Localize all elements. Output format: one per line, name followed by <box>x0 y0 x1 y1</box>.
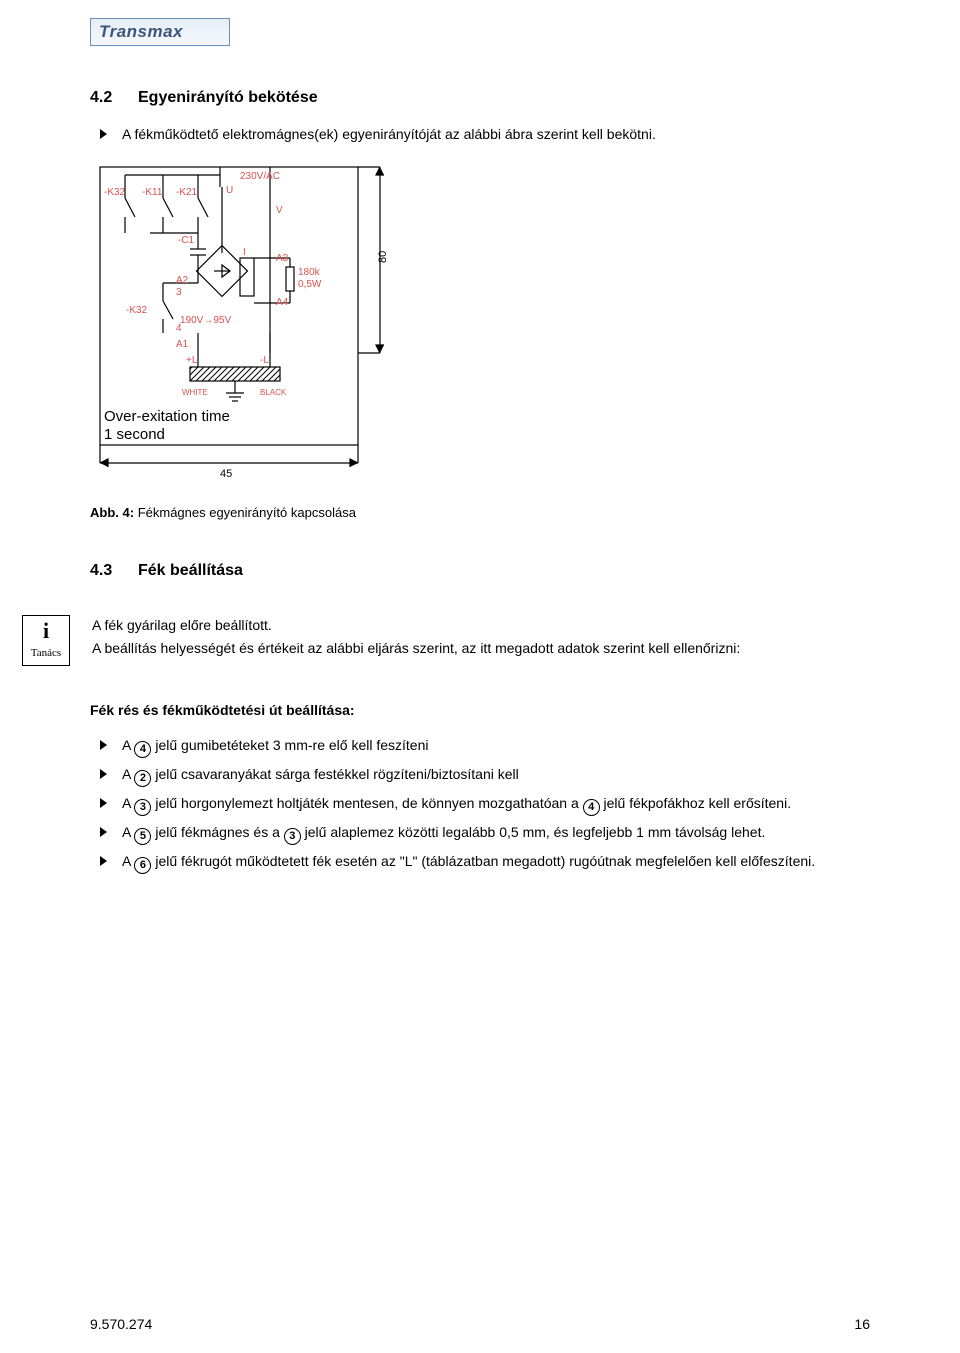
brand-logo-text: Transmax <box>99 19 183 45</box>
svg-text:-C1: -C1 <box>178 235 195 246</box>
svg-text:I: I <box>243 247 246 258</box>
circled-ref-icon: 4 <box>583 799 600 816</box>
list-item: A 5 jelű fékmágnes és a 3 jelű alaplemez… <box>90 822 870 845</box>
circuit-diagram-svg: -K32 -K11 -K21 -C1 U V 230V/AC -K32 A2 3… <box>90 163 398 493</box>
info-label: Tanács <box>31 647 61 659</box>
svg-text:0,5W: 0,5W <box>298 279 322 290</box>
section-title: Fék beállítása <box>138 559 243 583</box>
list-item: A 4 jelű gumibetéteket 3 mm-re elő kell … <box>90 735 870 758</box>
svg-text:45: 45 <box>220 468 232 480</box>
info-box: i Tanács A fék gyárilag előre beállított… <box>22 615 870 666</box>
svg-text:A4: A4 <box>276 297 289 308</box>
info-letter: i <box>23 620 69 642</box>
svg-text:-K32: -K32 <box>104 187 126 198</box>
info-paragraph: A beállítás helyességét és értékeit az a… <box>92 638 740 659</box>
list-item: A 2 jelű csavaranyákat sárga festékkel r… <box>90 764 870 787</box>
svg-text:-K32: -K32 <box>126 305 148 316</box>
svg-text:-K11: -K11 <box>142 187 163 198</box>
circled-ref-icon: 3 <box>284 828 301 845</box>
circled-ref-icon: 5 <box>134 828 151 845</box>
bullet-list-4-2: A fékműködtető elektromágnes(ek) egyenir… <box>90 124 870 145</box>
section-number: 4.2 <box>90 86 138 110</box>
info-icon: i Tanács <box>22 615 70 666</box>
subheading: Fék rés és fékműködtetési út beállítása: <box>90 700 870 721</box>
page: Transmax 4.2 Egyenirányító bekötése A fé… <box>0 0 960 1353</box>
svg-text:3: 3 <box>176 287 182 298</box>
info-text: A fék gyárilag előre beállított. A beáll… <box>92 615 740 659</box>
circled-ref-icon: 2 <box>134 770 151 787</box>
page-footer: 9.570.274 16 <box>90 1314 870 1335</box>
section-title: Egyenirányító bekötése <box>138 86 318 110</box>
svg-text:-K21: -K21 <box>176 187 198 198</box>
svg-text:U: U <box>226 185 233 196</box>
svg-text:WHITE: WHITE <box>182 388 208 397</box>
figure-caption: Abb. 4: Fékmágnes egyenirányító kapcsolá… <box>90 503 398 523</box>
info-paragraph: A fék gyárilag előre beállított. <box>92 615 740 636</box>
circled-ref-icon: 3 <box>134 799 151 816</box>
svg-text:A3: A3 <box>276 253 289 264</box>
figure-4: -K32 -K11 -K21 -C1 U V 230V/AC -K32 A2 3… <box>90 163 398 523</box>
list-item: A fékműködtető elektromágnes(ek) egyenir… <box>90 124 870 145</box>
svg-text:V: V <box>276 205 283 216</box>
figure-caption-text: Fékmágnes egyenirányító kapcsolása <box>138 505 356 520</box>
svg-text:BLACK: BLACK <box>260 388 287 397</box>
circled-ref-icon: 6 <box>134 857 151 874</box>
svg-text:Over-exitation time: Over-exitation time <box>104 408 230 425</box>
section-4-3-heading: 4.3 Fék beállítása <box>90 559 870 583</box>
svg-text:1 second: 1 second <box>104 426 165 443</box>
svg-text:80: 80 <box>377 251 389 263</box>
section-number: 4.3 <box>90 559 138 583</box>
footer-left: 9.570.274 <box>90 1314 152 1335</box>
svg-text:190V→95V: 190V→95V <box>180 315 231 326</box>
circled-ref-icon: 4 <box>134 741 151 758</box>
section-4-2-heading: 4.2 Egyenirányító bekötése <box>90 86 870 110</box>
list-item: A 6 jelű fékrugót működtetett fék esetén… <box>90 851 870 874</box>
figure-caption-abb: Abb. 4: <box>90 505 134 520</box>
svg-text:A1: A1 <box>176 339 189 350</box>
footer-right: 16 <box>854 1314 870 1335</box>
bullet-list-4-3: A 4 jelű gumibetéteket 3 mm-re elő kell … <box>90 735 870 874</box>
svg-text:A2: A2 <box>176 275 189 286</box>
brand-logo: Transmax <box>90 18 230 46</box>
svg-text:-L: -L <box>260 355 269 366</box>
svg-text:+L: +L <box>186 355 198 366</box>
list-item: A 3 jelű horgonylemezt holtjáték mentese… <box>90 793 870 816</box>
svg-text:230V/AC: 230V/AC <box>240 171 280 182</box>
svg-text:180k: 180k <box>298 267 321 278</box>
